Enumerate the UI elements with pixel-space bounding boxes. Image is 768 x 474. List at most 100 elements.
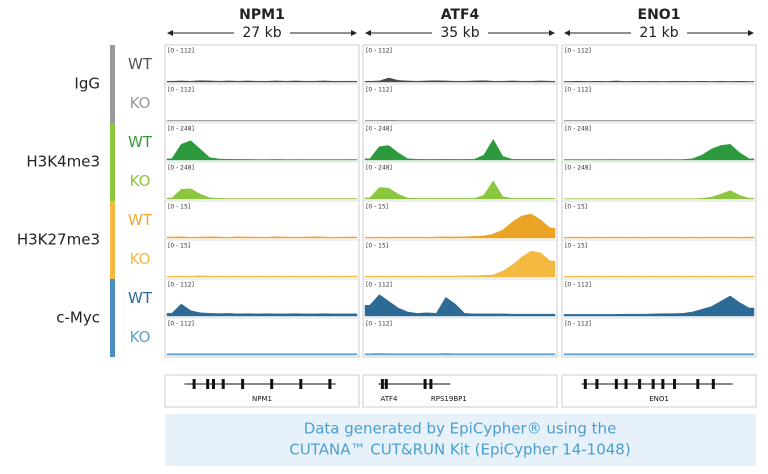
exon (384, 379, 388, 389)
signal-area (364, 119, 556, 122)
gene-size: 21 kb (639, 25, 678, 41)
footer-text: Data generated by EpiCypher® using the (304, 420, 617, 438)
signal-area (563, 275, 755, 278)
range-label: [0 - 248] (565, 165, 591, 172)
range-label: [0 - 112] (168, 87, 194, 94)
exon (270, 379, 274, 389)
signal-area (166, 80, 358, 83)
range-label: [0 - 112] (565, 48, 591, 55)
range-label: [0 - 112] (366, 321, 392, 328)
range-label: [0 - 15] (168, 204, 190, 211)
exon (328, 379, 332, 389)
exon (583, 379, 587, 389)
range-label: [0 - 112] (366, 282, 392, 289)
signal-area (364, 250, 556, 278)
signal-area (166, 303, 358, 317)
range-label: [0 - 248] (565, 126, 591, 133)
range-label: [0 - 248] (366, 126, 392, 133)
signal-area (364, 77, 556, 83)
annotation-label: ENO1 (649, 395, 669, 403)
gene-size: 35 kb (440, 25, 479, 41)
range-label: [0 - 112] (168, 321, 194, 328)
signal-area (364, 353, 556, 356)
annotation-label: RPS19BP1 (431, 395, 467, 403)
track-label: WT (128, 133, 153, 151)
track-label: WT (128, 211, 153, 229)
signal-area (364, 138, 556, 161)
exon (711, 379, 715, 389)
annotation-frame (561, 374, 757, 408)
range-label: [0 - 15] (366, 204, 388, 211)
range-label: [0 - 15] (565, 204, 587, 211)
signal-area (364, 294, 556, 317)
exon (614, 379, 618, 389)
exon (241, 379, 245, 389)
track-label: KO (130, 328, 151, 346)
signal-area (166, 120, 358, 122)
signal-area (563, 236, 755, 239)
gene-name: ATF4 (441, 7, 480, 23)
range-label: [0 - 248] (168, 165, 194, 172)
gene-name: NPM1 (239, 7, 285, 23)
signal-area (563, 120, 755, 122)
exon (651, 379, 655, 389)
range-label: [0 - 112] (565, 321, 591, 328)
range-label: [0 - 112] (366, 48, 392, 55)
exon (299, 379, 303, 389)
signal-area (166, 188, 358, 200)
range-label: [0 - 112] (565, 87, 591, 94)
track-label: KO (130, 94, 151, 112)
track-label: WT (128, 289, 153, 307)
signal-area (563, 353, 755, 356)
group-label: c-Myc (56, 309, 100, 327)
range-label: [0 - 112] (168, 48, 194, 55)
annotation-frame (362, 374, 558, 408)
range-label: [0 - 15] (366, 243, 388, 250)
signal-area (563, 295, 755, 317)
exon (624, 379, 628, 389)
annotation-frame (164, 374, 360, 408)
exon (595, 379, 599, 389)
group-bar (110, 201, 115, 279)
exon (423, 379, 427, 389)
range-label: [0 - 112] (565, 282, 591, 289)
group-label: IgG (74, 75, 100, 93)
gene-name: ENO1 (638, 7, 681, 23)
exon (212, 379, 215, 389)
signal-area (166, 275, 358, 278)
track-label: WT (128, 55, 153, 73)
track-label: KO (130, 172, 151, 190)
signal-area (364, 180, 556, 200)
range-label: [0 - 15] (168, 243, 190, 250)
exon (638, 379, 642, 389)
exon (661, 379, 665, 389)
signal-area (563, 80, 755, 83)
signal-area (364, 213, 556, 239)
group-bar (110, 45, 115, 123)
range-label: [0 - 112] (366, 87, 392, 94)
signal-area (563, 190, 755, 200)
signal-area (563, 144, 755, 161)
annotation-label: ATF4 (380, 395, 398, 403)
exon (673, 379, 677, 389)
range-label: [0 - 15] (565, 243, 587, 250)
exon (429, 379, 433, 389)
group-label: H3K4me3 (26, 153, 100, 171)
footer-text: CUTANA™ CUT&RUN Kit (EpiCypher 14-1048) (289, 441, 630, 459)
signal-area (166, 140, 358, 161)
gene-size: 27 kb (242, 25, 281, 41)
footer-box (165, 414, 756, 466)
exon (696, 379, 700, 389)
exon (192, 379, 196, 389)
group-bar (110, 123, 115, 201)
range-label: [0 - 248] (168, 126, 194, 133)
track-label: KO (130, 250, 151, 268)
exon (221, 379, 225, 389)
exon (206, 379, 210, 389)
group-bar (110, 279, 115, 357)
group-label: H3K27me3 (17, 231, 100, 249)
signal-area (166, 236, 358, 239)
signal-area (166, 353, 358, 356)
